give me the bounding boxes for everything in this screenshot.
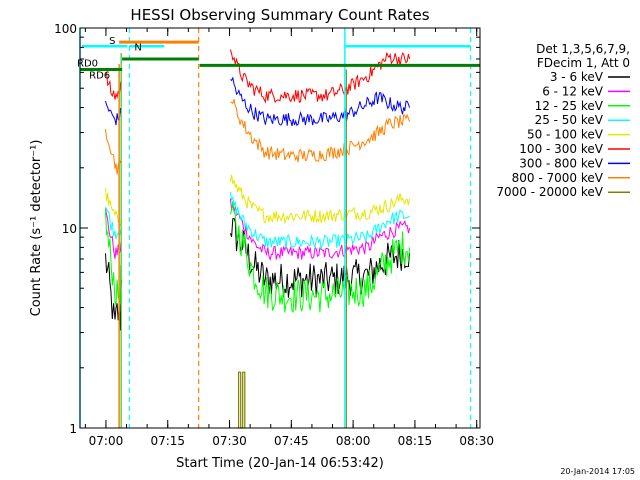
series-line-50-100-kev-seg2 bbox=[229, 174, 411, 225]
annotation-rd6: RD6 bbox=[89, 71, 110, 82]
legend-header-line-2: FDecim 1, Att 0 bbox=[537, 56, 630, 70]
x-tick-label-1: 07:15 bbox=[150, 434, 185, 448]
legend-entry-3-6-kev: 3 - 6 keV bbox=[550, 70, 630, 84]
legend-label-25-50-kev: 25 - 50 keV bbox=[535, 113, 604, 127]
legend-label-3-6-kev: 3 - 6 keV bbox=[550, 70, 604, 84]
legend-label-6-12-kev: 6 - 12 keV bbox=[542, 84, 604, 98]
legend-label-300-800-kev: 300 - 800 keV bbox=[519, 156, 603, 170]
footer-date: 20-Jan-2014 17:05 bbox=[560, 467, 635, 476]
chart-title: HESSI Observing Summary Count Rates bbox=[130, 6, 429, 24]
x-tick-label-4: 08:00 bbox=[336, 434, 371, 448]
y-tick-label-2: 100 bbox=[54, 22, 77, 36]
series-line-100-300-kev-seg2 bbox=[229, 49, 411, 104]
annotation-s: S bbox=[109, 36, 115, 47]
x-tick-label-0: 07:00 bbox=[89, 434, 124, 448]
series-line-25-50-kev-seg2 bbox=[229, 192, 410, 250]
y-axis-label: Count Rate (s⁻¹ detector⁻¹) bbox=[29, 140, 44, 317]
series-line-800-7000-kev-seg2 bbox=[230, 99, 411, 163]
legend-label-100-300-kev: 100 - 300 keV bbox=[519, 142, 603, 156]
legend-entry-50-100-kev: 50 - 100 keV bbox=[527, 128, 630, 142]
legend-label-50-100-kev: 50 - 100 keV bbox=[527, 128, 604, 142]
legend-label-12-25-kev: 12 - 25 keV bbox=[535, 99, 604, 113]
legend: Det 1,3,5,6,7,9, FDecim 1, Att 0 3 - 6 k… bbox=[496, 42, 630, 199]
legend-label-7000-20000-kev: 7000 - 20000 keV bbox=[496, 185, 603, 199]
series-line-12-25-kev-seg2 bbox=[229, 201, 411, 313]
legend-entry-7000-20000-kev: 7000 - 20000 keV bbox=[496, 185, 630, 199]
y-axis: 1 10 100 bbox=[54, 22, 480, 436]
series-line-6-12-kev-seg2 bbox=[229, 198, 411, 262]
legend-entry-12-25-kev: 12 - 25 keV bbox=[535, 99, 630, 113]
legend-entry-6-12-kev: 6 - 12 keV bbox=[542, 84, 630, 98]
legend-header-line-1: Det 1,3,5,6,7,9, bbox=[536, 42, 630, 56]
y-tick-label-1: 10 bbox=[62, 222, 77, 236]
annotation-n: N bbox=[134, 42, 141, 53]
legend-label-800-7000-kev: 800 - 7000 keV bbox=[512, 171, 604, 185]
annotation-rd0: RD0 bbox=[77, 59, 98, 70]
legend-entry-100-300-kev: 100 - 300 keV bbox=[519, 142, 630, 156]
x-tick-label-2: 07:30 bbox=[212, 434, 247, 448]
x-tick-label-6: 08:30 bbox=[459, 434, 494, 448]
legend-entry-800-7000-kev: 800 - 7000 keV bbox=[512, 171, 630, 185]
series-line-300-800-kev-seg2 bbox=[230, 76, 411, 127]
x-tick-label-3: 07:45 bbox=[274, 434, 309, 448]
y-tick-label-0: 1 bbox=[69, 422, 77, 436]
series-line-3-6-kev-seg2 bbox=[229, 217, 411, 298]
x-axis: 07:00 07:15 07:30 07:45 08:00 08:15 08:30 bbox=[84, 28, 494, 448]
x-tick-label-5: 08:15 bbox=[398, 434, 433, 448]
legend-entry-300-800-kev: 300 - 800 keV bbox=[519, 156, 630, 170]
legend-entry-25-50-kev: 25 - 50 keV bbox=[535, 113, 630, 127]
x-axis-label: Start Time (20-Jan-14 06:53:42) bbox=[176, 456, 384, 471]
